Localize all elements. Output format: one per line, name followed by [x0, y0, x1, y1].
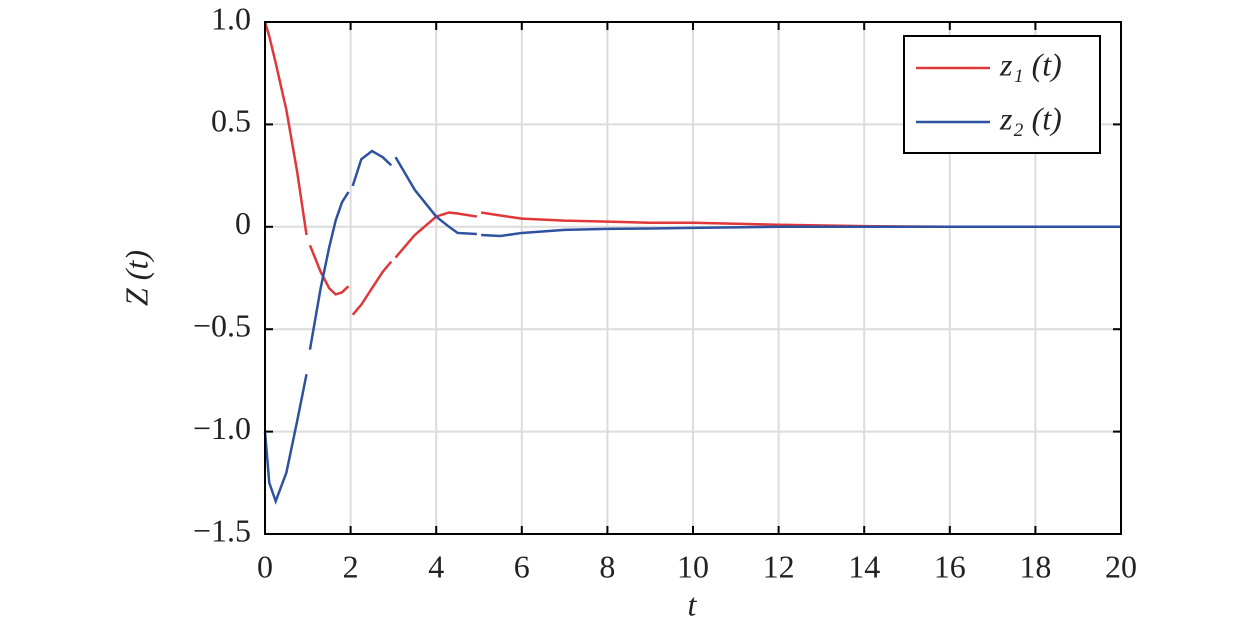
- x-tick-label: 4: [428, 548, 444, 584]
- x-tick-label: 18: [1019, 548, 1051, 584]
- y-tick-label: 0.5: [211, 103, 251, 139]
- x-tick-label: 12: [763, 548, 795, 584]
- x-tick-label: 0: [257, 548, 273, 584]
- x-tick-label: 10: [677, 548, 709, 584]
- x-tick-label: 14: [848, 548, 880, 584]
- legend-box: [903, 35, 1101, 154]
- x-tick-label: 8: [599, 548, 615, 584]
- legend-label: z₁ (t): [999, 46, 1062, 82]
- y-axis-label: Z (t): [118, 250, 154, 306]
- x-axis-label: t: [688, 586, 698, 622]
- y-tick-label: 0: [235, 205, 251, 241]
- plot-frame: [264, 21, 1122, 535]
- legend-label: z₂ (t): [999, 100, 1062, 136]
- x-tick-label: 6: [514, 548, 530, 584]
- x-tick-label: 2: [343, 548, 359, 584]
- x-tick-label: 16: [934, 548, 966, 584]
- y-tick-label: −1.5: [193, 512, 251, 548]
- series-line: [263, 149, 1121, 505]
- x-tick-label: 20: [1105, 548, 1137, 584]
- y-tick-label: 1.0: [211, 0, 251, 36]
- y-tick-label: −1.0: [193, 410, 251, 446]
- y-tick-label: −0.5: [193, 308, 251, 344]
- series-line: [263, 21, 1121, 316]
